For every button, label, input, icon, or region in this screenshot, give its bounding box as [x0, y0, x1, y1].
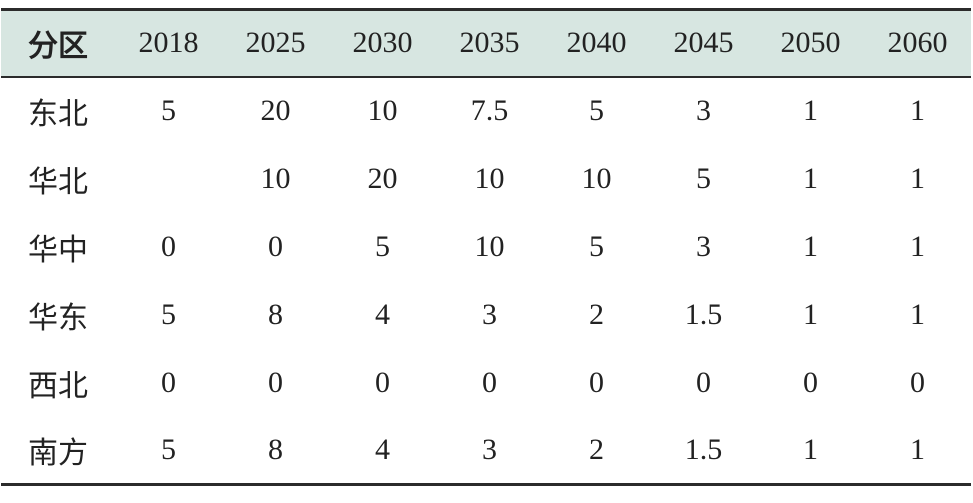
- value-cell: 20: [367, 161, 398, 195]
- table-row: 华北 10 20 10 10 5 1 1: [1, 145, 971, 213]
- value-cell: 1: [910, 94, 925, 127]
- value-cell: 10: [260, 161, 291, 195]
- region-cell: 南方: [1, 416, 115, 486]
- value-cell: 0: [268, 229, 283, 263]
- data-table-container: 分区 2018 2025 2030 2035 2040 2045 2050 20…: [1, 8, 971, 486]
- region-cell: 西北: [28, 368, 88, 404]
- value-cell: 1: [803, 297, 818, 331]
- header-year: 2035: [436, 8, 543, 78]
- value-cell: 1.5: [684, 297, 723, 331]
- value-cell: 7.5: [470, 94, 509, 127]
- header-region: 分区: [1, 8, 115, 78]
- value-cell: 0: [589, 365, 604, 399]
- header-year: 2045: [650, 8, 757, 78]
- value-cell: 3: [696, 94, 711, 127]
- value-cell: 0: [161, 229, 176, 263]
- value-cell: 1.5: [650, 416, 757, 486]
- value-cell: 4: [329, 416, 436, 486]
- value-cell: 1: [910, 229, 925, 263]
- value-cell: 8: [268, 297, 283, 331]
- value-cell: 0: [268, 365, 283, 399]
- header-year: 2025: [222, 8, 329, 78]
- table-row: 西北 0 0 0 0 0 0 0 0: [1, 349, 971, 417]
- value-cell: 2: [543, 416, 650, 486]
- value-cell: 1: [803, 161, 818, 195]
- value-cell: 0: [482, 365, 497, 399]
- value-cell: 10: [474, 161, 505, 195]
- value-cell: 3: [436, 416, 543, 486]
- value-cell: 5: [161, 297, 176, 331]
- value-cell: 0: [161, 365, 176, 399]
- table-row: 南方 5 8 4 3 2 1.5 1 1: [1, 416, 971, 486]
- value-cell: 5: [375, 229, 390, 263]
- value-cell: 10: [474, 229, 505, 263]
- region-cell: 东北: [28, 97, 88, 132]
- value-cell: 1: [910, 161, 925, 195]
- value-cell: 10: [367, 94, 398, 127]
- value-cell: 8: [222, 416, 329, 486]
- value-cell: 5: [161, 94, 176, 127]
- region-cell: 华东: [28, 300, 88, 336]
- value-cell: 3: [482, 297, 497, 331]
- value-cell: [115, 145, 222, 213]
- value-cell: 2: [589, 297, 604, 331]
- value-cell: 5: [115, 416, 222, 486]
- table-row: 华东 5 8 4 3 2 1.5 1 1: [1, 281, 971, 349]
- region-cell: 华中: [28, 232, 88, 268]
- table-row: 东北 5 20 10 7.5 5 3 1 1: [1, 77, 971, 145]
- header-year: 2030: [329, 8, 436, 78]
- value-cell: 1: [864, 416, 971, 486]
- value-cell: 4: [375, 297, 390, 331]
- table-row: 华中 0 0 5 10 5 3 1 1: [1, 213, 971, 281]
- header-year: 2040: [543, 8, 650, 78]
- header-year: 2050: [757, 8, 864, 78]
- region-cell: 华北: [28, 164, 88, 200]
- value-cell: 5: [589, 229, 604, 263]
- data-table: 分区 2018 2025 2030 2035 2040 2045 2050 20…: [1, 8, 971, 486]
- value-cell: 10: [581, 161, 612, 195]
- value-cell: 1: [757, 416, 864, 486]
- header-year: 2018: [115, 8, 222, 78]
- value-cell: 0: [696, 365, 711, 399]
- value-cell: 5: [589, 94, 604, 127]
- value-cell: 5: [696, 161, 711, 195]
- table-header-row: 分区 2018 2025 2030 2035 2040 2045 2050 20…: [1, 8, 971, 78]
- value-cell: 1: [803, 229, 818, 263]
- value-cell: 0: [803, 365, 818, 399]
- value-cell: 0: [910, 365, 925, 399]
- value-cell: 1: [910, 297, 925, 331]
- value-cell: 3: [696, 229, 711, 263]
- header-year: 2060: [864, 8, 971, 78]
- value-cell: 1: [803, 94, 818, 127]
- value-cell: 0: [375, 365, 390, 399]
- value-cell: 20: [260, 94, 291, 127]
